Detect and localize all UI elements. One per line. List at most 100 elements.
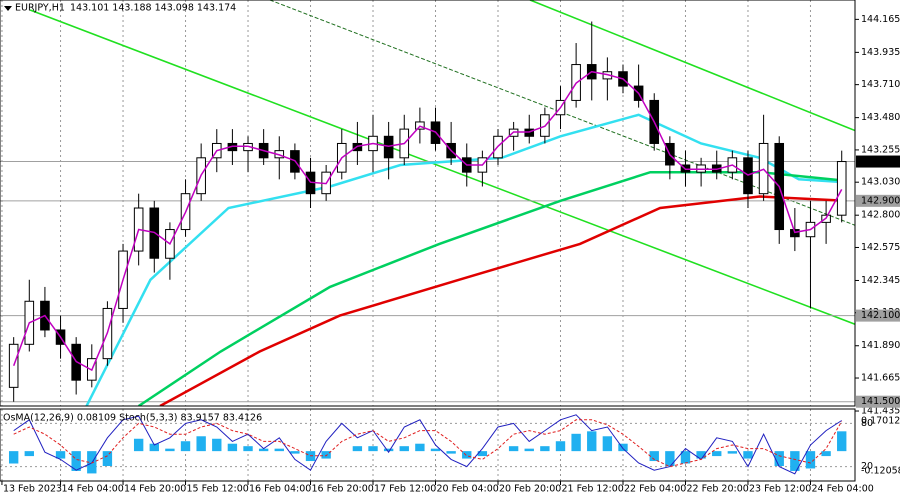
- indicator-frame: [0, 408, 856, 482]
- osma-bar: [665, 451, 675, 466]
- osma-bar: [790, 451, 800, 471]
- y-tick-label: 141.665: [861, 373, 900, 384]
- osma-bar: [774, 451, 784, 466]
- stoch-tick-label: 20: [861, 461, 873, 472]
- osma-bar: [524, 448, 534, 452]
- osma-bar: [712, 451, 722, 457]
- y-tick-label: 143.030: [861, 177, 900, 188]
- candle-body: [836, 161, 847, 216]
- indicator-plot: [0, 409, 855, 481]
- osma-bar: [587, 431, 597, 452]
- symbol: EURJPY,H1: [15, 3, 65, 14]
- osma-bar: [274, 448, 284, 452]
- x-tick-label: 15 Feb 12:00: [187, 484, 249, 495]
- level-box: [856, 395, 900, 408]
- osma-bar: [102, 451, 113, 466]
- osma-bar: [727, 451, 738, 454]
- y-tick-label: 141.890: [861, 340, 900, 351]
- level-label: 142.100: [861, 310, 900, 321]
- level-label: 143.174: [861, 156, 900, 167]
- osma-bar: [212, 438, 222, 452]
- osma-bar: [24, 451, 34, 457]
- indicator-title: OsMA(12,26,9) 0.08109 Stoch(5,3,3) 83.91…: [3, 413, 262, 424]
- moving-average: [138, 170, 846, 406]
- y-tick-label: 143.480: [861, 112, 900, 123]
- osma-bar: [821, 451, 831, 457]
- osma-bar: [571, 433, 581, 452]
- x-tick-label: 22 Feb 04:00: [624, 484, 686, 495]
- x-tick-label: 21 Feb 12:00: [561, 484, 623, 495]
- osma-bar: [399, 446, 409, 452]
- level-label: 142.900: [861, 195, 900, 206]
- x-tick-label: 23 Feb 12:00: [749, 484, 811, 495]
- y-tick-label: 142.575: [861, 242, 900, 253]
- x-tick-label: 13 Feb 2023: [3, 484, 62, 495]
- osma-bar: [446, 451, 456, 454]
- osma-bar: [196, 436, 206, 452]
- osma-bar: [133, 438, 144, 452]
- level-label: 141.500: [861, 396, 900, 407]
- moving-average: [159, 195, 846, 406]
- y-tick-label: 142.345: [861, 275, 900, 286]
- osma-bar: [149, 443, 159, 452]
- y-tick-label: 141.435: [861, 406, 900, 417]
- menu-arrow: [4, 6, 12, 11]
- x-tick-label: 20 Feb 20:00: [499, 484, 561, 495]
- osma-min-label: -0.12058: [861, 466, 900, 477]
- osma-bar: [462, 451, 472, 459]
- header: EURJPY,H1 143.101 143.188 143.098 143.17…: [3, 3, 262, 424]
- osma-bar: [290, 451, 300, 454]
- osma-bar: [8, 451, 19, 464]
- osma-bar: [352, 446, 363, 452]
- stoch-main: [13, 414, 842, 475]
- x-tick-label: 24 Feb 04:00: [811, 484, 873, 495]
- stoch-signal: [13, 419, 843, 468]
- y-tick-label: 143.935: [861, 47, 900, 58]
- osma-max-label: 0.17012: [861, 416, 900, 427]
- trendline: [29, 9, 855, 325]
- x-tick-label: 20 Feb 04:00: [437, 484, 499, 495]
- osma-bar: [383, 448, 394, 452]
- osma-bar: [430, 448, 441, 452]
- osma-bar: [227, 443, 238, 452]
- osma-bar: [243, 446, 253, 452]
- main-frame: [0, 0, 856, 407]
- x-tick-label: 22 Feb 20:00: [686, 484, 748, 495]
- x-tick-label: 16 Feb 04:00: [249, 484, 311, 495]
- osma-bar: [540, 446, 550, 452]
- osma-bar: [555, 441, 566, 452]
- candle-body: [8, 343, 19, 388]
- osma-bar: [477, 451, 488, 457]
- osma-bar: [602, 436, 613, 452]
- osma-bar: [258, 448, 269, 452]
- trendline: [529, 0, 855, 132]
- osma-bar: [368, 446, 378, 452]
- y-tick-label: 143.255: [861, 144, 900, 155]
- level-box: [856, 155, 900, 168]
- osma-bar: [618, 443, 628, 452]
- y-tick-label: 144.165: [861, 14, 900, 25]
- level-box: [856, 309, 900, 322]
- stoch-tick-label: 80: [861, 418, 873, 429]
- osma-bar: [180, 441, 191, 452]
- osma-bar: [71, 451, 81, 471]
- level-box: [856, 194, 900, 207]
- osma-bar: [837, 431, 847, 452]
- osma-bar: [508, 446, 519, 452]
- x-tick-label: 14 Feb 20:00: [124, 484, 186, 495]
- osma-bar: [680, 451, 691, 464]
- osma-bar: [321, 451, 331, 459]
- osma-bar: [165, 448, 175, 452]
- x-tick-label: 17 Feb 12:00: [374, 484, 436, 495]
- osma-bar: [743, 451, 753, 459]
- x-tick-label: 14 Feb 04:00: [62, 484, 124, 495]
- fast-line: [12, 70, 843, 372]
- quote: 143.101 143.188 143.098 143.174: [70, 3, 236, 14]
- osma-bar: [696, 451, 706, 459]
- x-tick-label: 16 Feb 20:00: [312, 484, 374, 495]
- y-tick-label: 143.710: [861, 79, 900, 90]
- y-tick-label: 142.800: [861, 210, 900, 221]
- osma-bar: [55, 451, 66, 459]
